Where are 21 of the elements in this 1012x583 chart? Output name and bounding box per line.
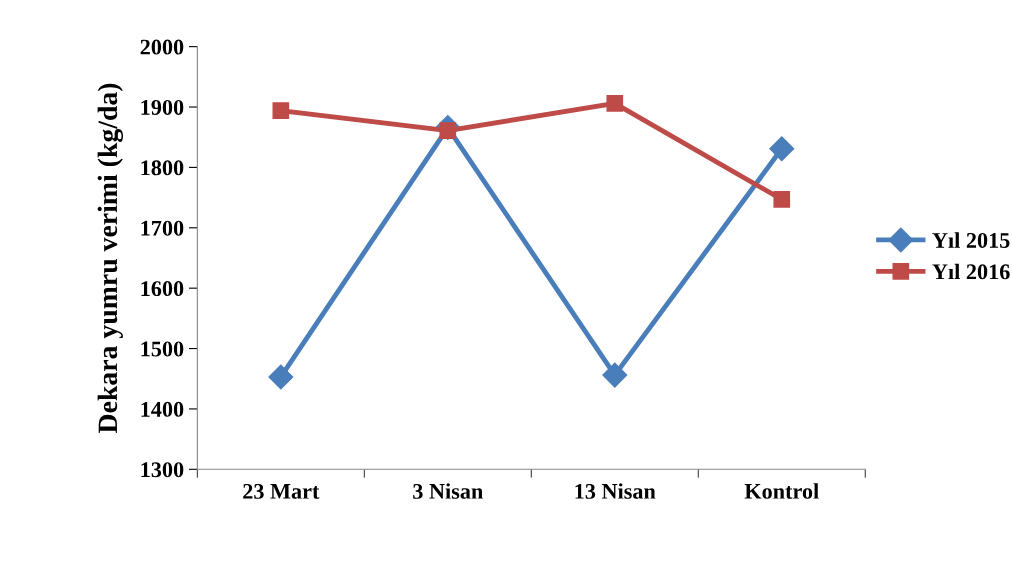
- y-tick-label: 1800: [141, 160, 184, 176]
- legend-label: Yıl 2016: [932, 263, 1010, 280]
- y-tick-label: 1400: [141, 401, 184, 417]
- x-tick-label: 23 Mart: [243, 483, 320, 499]
- point: [769, 136, 795, 162]
- legend-label: Yıl 2015: [932, 232, 1010, 248]
- y-tick-label: 1500: [141, 341, 184, 357]
- y-tick-label: 2000: [140, 39, 184, 55]
- point: [602, 362, 628, 388]
- point: [272, 102, 290, 119]
- x-tick-label: 3 Nisan: [413, 483, 483, 499]
- point: [268, 364, 294, 390]
- x-tick-label: Kontrol: [744, 483, 819, 499]
- point: [606, 95, 624, 112]
- y-axis-title: Dekara yumru verimi (kg/da): [97, 83, 124, 434]
- x-tick-label: 13 Nisan: [575, 483, 656, 499]
- point: [773, 191, 791, 208]
- y-tick-label: 1900: [141, 99, 184, 115]
- y-tick-label: 1300: [141, 462, 184, 478]
- y-tick-label: 1700: [141, 220, 184, 236]
- y-tick-label: 1600: [141, 281, 184, 297]
